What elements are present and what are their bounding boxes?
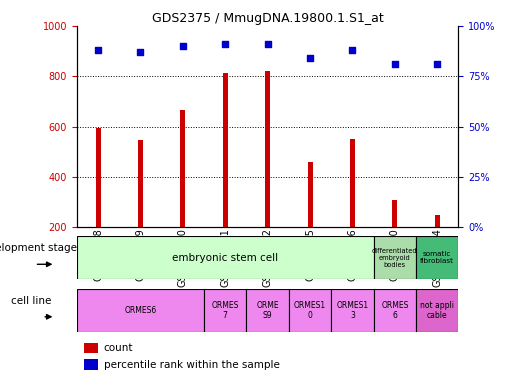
- Bar: [138, 140, 143, 227]
- Text: development stage: development stage: [0, 243, 77, 254]
- Bar: [307, 162, 313, 227]
- Bar: [416, 236, 458, 279]
- Bar: [289, 289, 331, 332]
- Text: ORMES
6: ORMES 6: [381, 301, 409, 320]
- Bar: [84, 343, 98, 352]
- Point: [391, 62, 399, 68]
- Text: ORMES
7: ORMES 7: [211, 301, 239, 320]
- Bar: [435, 215, 440, 227]
- Bar: [374, 236, 416, 279]
- Bar: [95, 128, 101, 227]
- Text: ORME
S9: ORME S9: [257, 301, 279, 320]
- Point: [221, 41, 229, 47]
- Text: ORMES1
0: ORMES1 0: [294, 301, 326, 320]
- Bar: [84, 359, 98, 370]
- Bar: [392, 200, 398, 227]
- Bar: [374, 289, 416, 332]
- Text: differentiated
embryoid
bodies: differentiated embryoid bodies: [372, 248, 418, 268]
- Text: not appli
cable: not appli cable: [420, 301, 454, 320]
- Point: [136, 50, 145, 55]
- Point: [433, 62, 441, 68]
- Bar: [416, 289, 458, 332]
- Text: somatic
fibroblast: somatic fibroblast: [420, 251, 454, 264]
- Point: [263, 41, 272, 47]
- Bar: [331, 289, 374, 332]
- Bar: [204, 289, 246, 332]
- Text: embryonic stem cell: embryonic stem cell: [172, 253, 278, 263]
- Bar: [223, 73, 228, 227]
- Bar: [180, 110, 186, 227]
- Bar: [246, 289, 289, 332]
- Text: cell line: cell line: [11, 296, 51, 306]
- Point: [179, 44, 187, 50]
- Point: [306, 56, 314, 62]
- Bar: [77, 236, 374, 279]
- Point: [348, 47, 357, 53]
- Bar: [77, 289, 204, 332]
- Bar: [265, 71, 270, 227]
- Text: percentile rank within the sample: percentile rank within the sample: [103, 360, 279, 369]
- Text: ORMES6: ORMES6: [125, 306, 156, 315]
- Text: ORMES1
3: ORMES1 3: [337, 301, 368, 320]
- Text: count: count: [103, 343, 133, 352]
- Point: [94, 47, 102, 53]
- Bar: [350, 139, 355, 227]
- Title: GDS2375 / MmugDNA.19800.1.S1_at: GDS2375 / MmugDNA.19800.1.S1_at: [152, 12, 384, 25]
